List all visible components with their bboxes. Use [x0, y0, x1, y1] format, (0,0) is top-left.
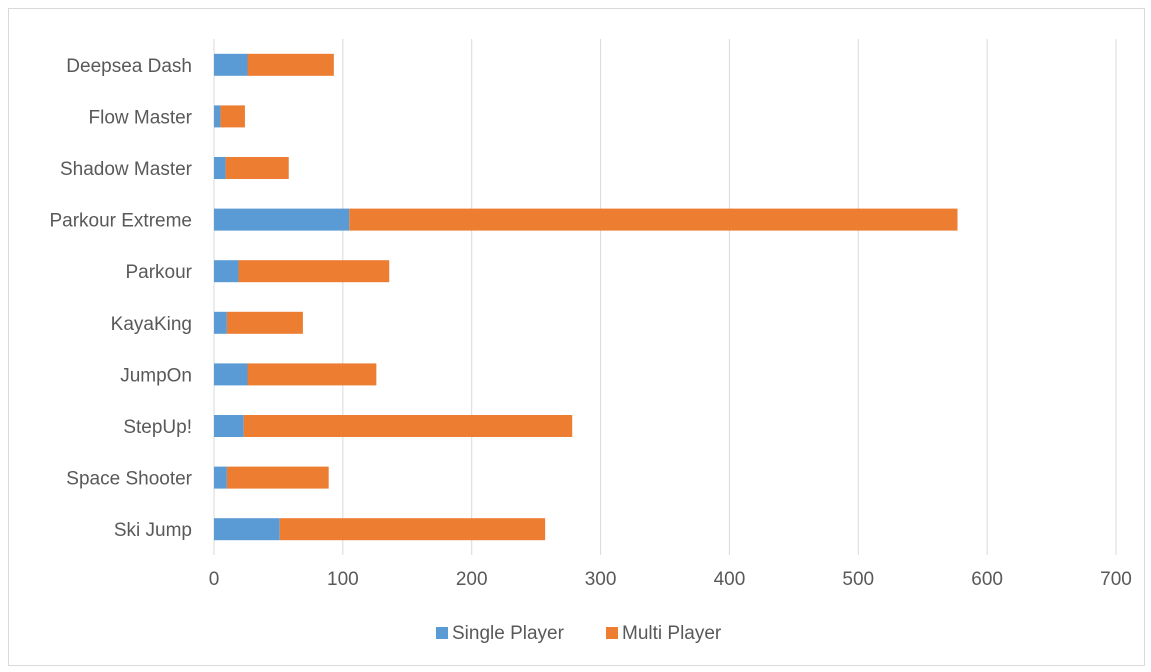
x-tick-label: 600 [971, 569, 1003, 590]
gridlines [213, 39, 1117, 555]
bar-single-player [214, 157, 226, 179]
bar-multi-player [247, 363, 377, 386]
bar-multi-player [243, 415, 573, 437]
category-label: Deepsea Dash [66, 56, 192, 77]
x-tick-label: 700 [1100, 569, 1132, 590]
x-tick-label: 300 [585, 569, 617, 590]
bar-multi-player [225, 157, 289, 179]
category-label: Shadow Master [60, 159, 193, 180]
bar-multi-player [220, 105, 245, 128]
bar-single-player [214, 105, 221, 128]
category-label: Parkour Extreme [49, 211, 192, 232]
bar-single-player [214, 518, 280, 541]
category-label: Ski Jump [114, 520, 192, 541]
bar-multi-player [226, 466, 329, 489]
bar-single-player [214, 466, 227, 489]
legend-label-multi-player: Multi Player [622, 623, 722, 644]
bar-single-player [214, 363, 248, 386]
bar-multi-player [226, 311, 303, 334]
category-label: Parkour [125, 262, 192, 283]
stacked-bar-chart: 0 100 200 300 400 500 600 700 Ski Jump Space Shoo… [49, 39, 1132, 644]
bar-single-player [214, 208, 350, 231]
bar-multi-player [279, 518, 546, 541]
category-label: KayaKing [111, 314, 192, 335]
axis-labels: 0 100 200 300 400 500 600 700 Ski Jump Space Shoo… [49, 56, 1131, 590]
category-label: StepUp! [123, 417, 192, 438]
bar-single-player [214, 311, 227, 334]
x-tick-label: 500 [842, 569, 874, 590]
chart-frame: 0 100 200 300 400 500 600 700 Ski Jump Space Shoo… [8, 8, 1145, 666]
bar-single-player [214, 53, 248, 76]
category-label: JumpOn [120, 365, 192, 386]
bar-single-player [214, 260, 239, 283]
bar-single-player [214, 415, 244, 437]
legend: Single Player Multi Player [436, 623, 722, 644]
x-tick-label: 100 [327, 569, 359, 590]
x-tick-label: 200 [456, 569, 488, 590]
legend-label-single-player: Single Player [452, 623, 565, 644]
x-tick-label: 400 [714, 569, 746, 590]
legend-swatch-multi-player [606, 627, 618, 639]
bar-multi-player [247, 53, 334, 76]
bar-multi-player [349, 208, 958, 231]
bar-multi-player [238, 260, 390, 283]
bars [214, 53, 958, 541]
x-tick-label: 0 [209, 569, 220, 590]
category-label: Space Shooter [66, 469, 192, 490]
legend-swatch-single-player [436, 627, 448, 639]
category-label: Flow Master [89, 107, 193, 128]
